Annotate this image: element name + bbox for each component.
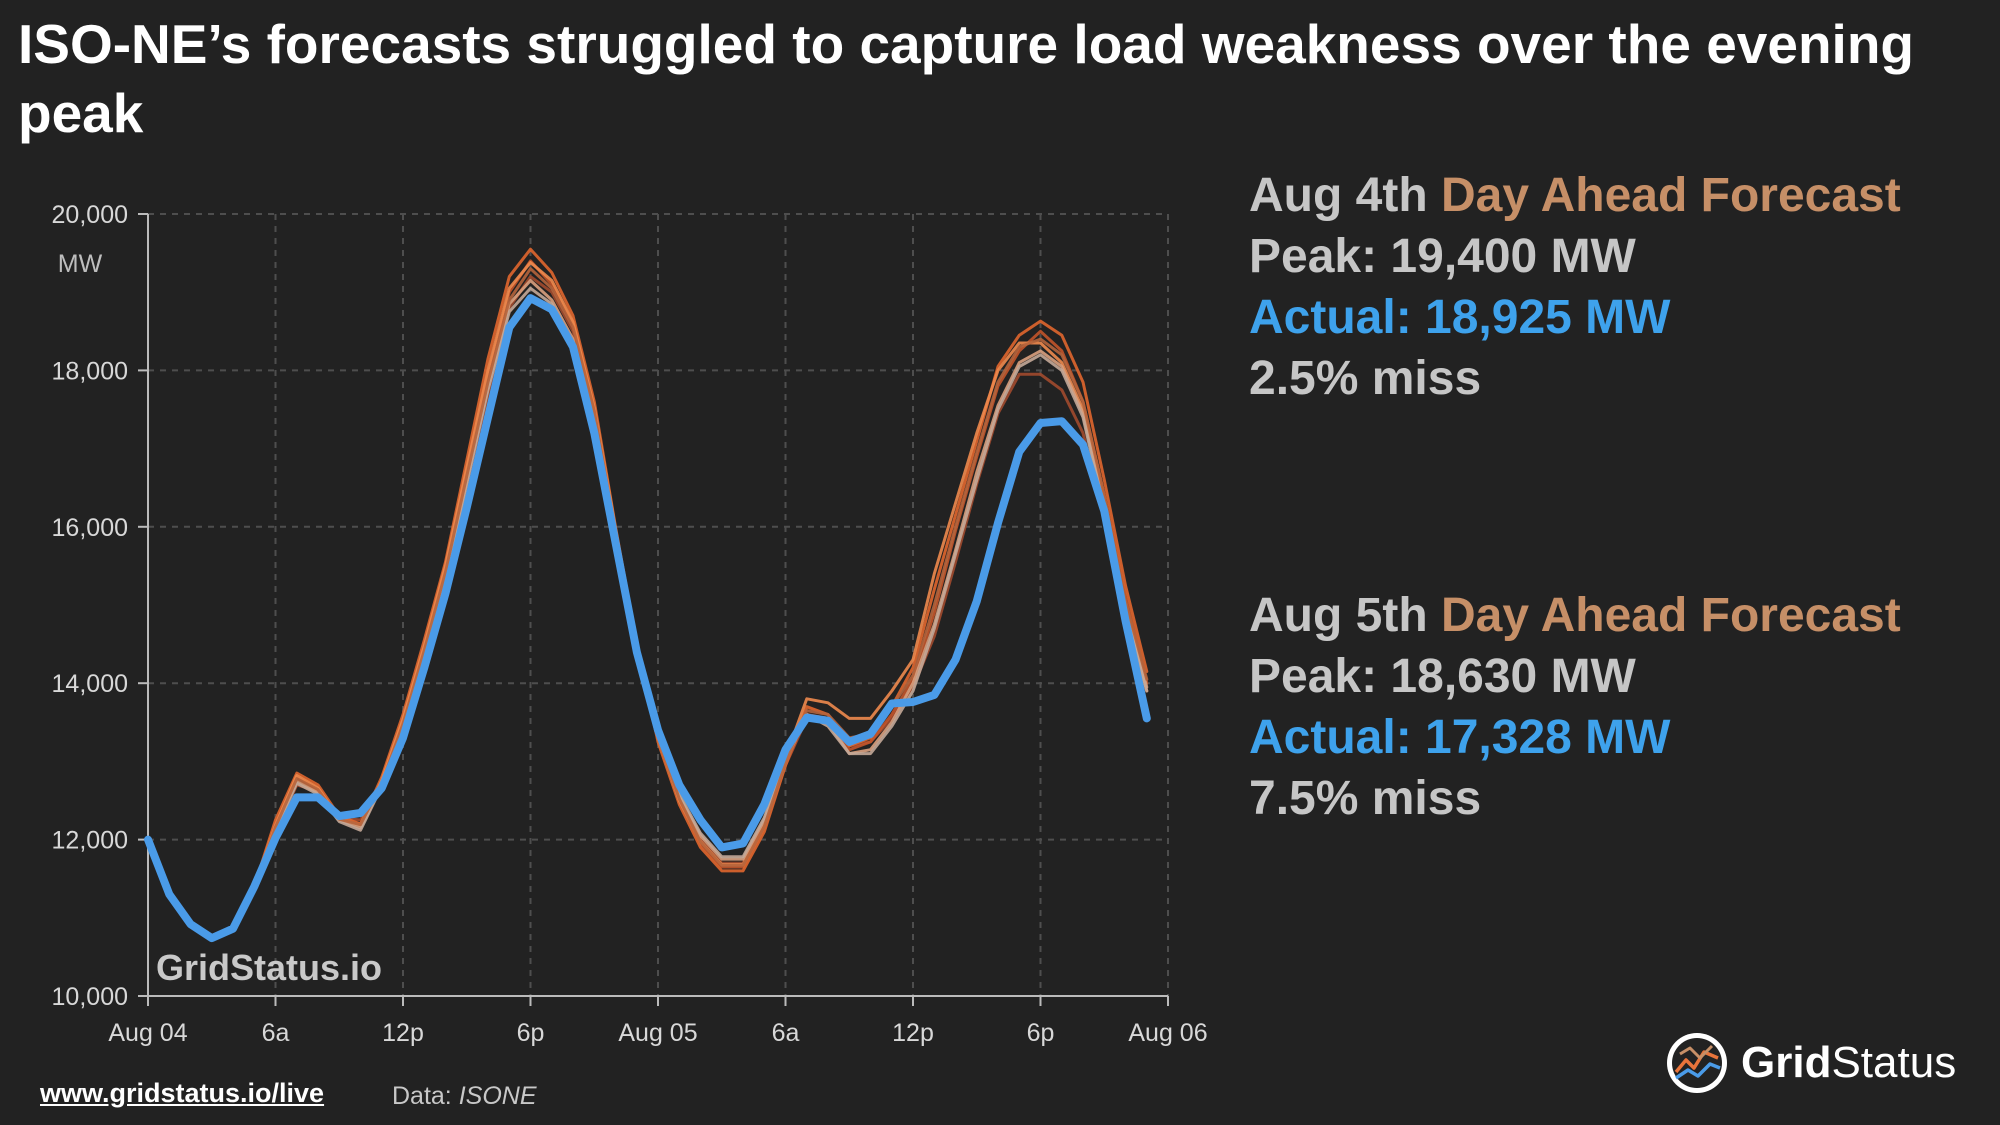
x-axis: Aug 04 6a 12p 6p Aug 05 6a 12p 6p Aug 06 — [108, 996, 1208, 1047]
forecast-line — [146, 247, 1149, 940]
watermark: GridStatus.io — [156, 947, 382, 988]
aug5-peak: Peak: 18,630 MW — [1249, 650, 1636, 703]
aug4-forecast-label: Day Ahead Forecast — [1440, 169, 1901, 222]
aug5-heading: Aug 5th Day Ahead Forecast — [1249, 585, 1901, 646]
aug4-heading: Aug 4th Day Ahead Forecast — [1249, 165, 1901, 226]
y-tick-label: 12,000 — [52, 827, 128, 855]
y-tick-label: 18,000 — [52, 357, 128, 385]
x-tick-label: 6a — [772, 1019, 800, 1047]
grid-status-logo-text: GridStatus — [1741, 1038, 1957, 1087]
data-source-name: ISONE — [458, 1082, 537, 1110]
y-tick-label: 20,000 — [52, 201, 128, 229]
actual-load-line — [144, 294, 1151, 943]
aug4-date: Aug 4th — [1249, 169, 1428, 222]
forecast-line — [146, 259, 1149, 940]
x-tick-label: 12p — [382, 1019, 424, 1047]
aug4-summary: Aug 4th Day Ahead Forecast Peak: 19,400 … — [1249, 165, 1901, 409]
y-tick-label: 14,000 — [52, 670, 128, 698]
y-tick-label: 16,000 — [52, 514, 128, 542]
data-source-prefix: Data: — [392, 1082, 452, 1110]
x-tick-label: Aug 04 — [108, 1019, 187, 1047]
chart-grid — [148, 213, 1169, 996]
x-tick-label: 12p — [892, 1019, 934, 1047]
series-group — [144, 247, 1151, 943]
y-axis-unit: MW — [58, 250, 103, 278]
aug5-summary: Aug 5th Day Ahead Forecast Peak: 18,630 … — [1249, 585, 1901, 829]
forecast-line — [146, 261, 1149, 940]
x-tick-label: 6p — [517, 1019, 545, 1047]
x-tick-label: Aug 06 — [1128, 1019, 1207, 1047]
y-tick-label: 10,000 — [52, 983, 128, 1011]
x-tick-label: 6a — [262, 1019, 290, 1047]
gridstatus-live-link[interactable]: www.gridstatus.io/live — [40, 1078, 325, 1108]
y-axis: 10,000 12,000 14,000 16,000 18,000 20,000 — [52, 201, 148, 1011]
aug5-forecast-label: Day Ahead Forecast — [1440, 589, 1901, 642]
aug5-actual: Actual: 17,328 MW — [1249, 711, 1671, 764]
x-tick-label: 6p — [1027, 1019, 1055, 1047]
aug5-date: Aug 5th — [1249, 589, 1428, 642]
chart-title: ISO-NE’s forecasts struggled to capture … — [18, 13, 1915, 144]
data-source: Data: ISONE — [392, 1082, 537, 1111]
aug4-miss: 2.5% miss — [1249, 352, 1482, 405]
aug4-peak: Peak: 19,400 MW — [1249, 230, 1636, 283]
x-tick-label: Aug 05 — [618, 1019, 697, 1047]
grid-status-logo-icon — [1667, 1033, 1727, 1093]
aug4-actual: Actual: 18,925 MW — [1249, 291, 1671, 344]
aug5-miss: 7.5% miss — [1249, 772, 1482, 825]
grid-status-logo: GridStatus — [1664, 1030, 1984, 1102]
